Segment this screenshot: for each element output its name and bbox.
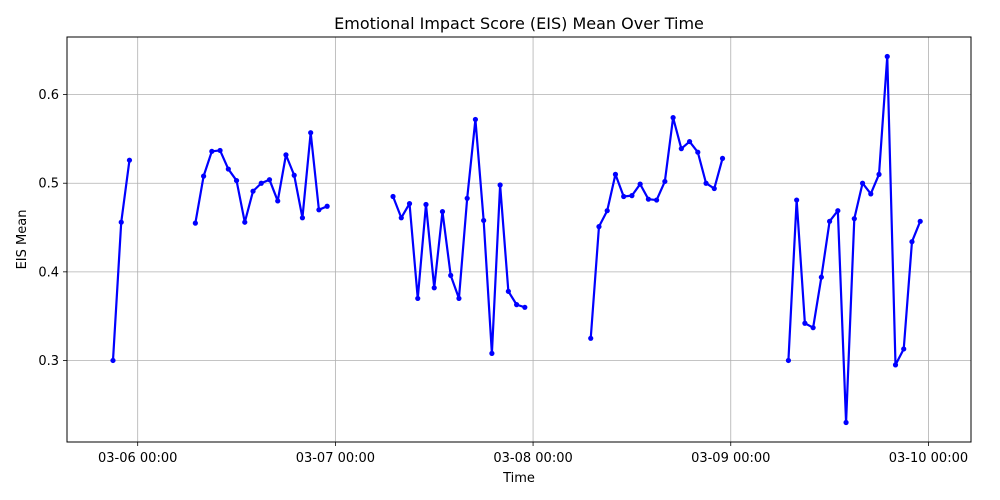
data-point — [843, 419, 849, 426]
series-markers — [110, 53, 923, 426]
data-point — [686, 138, 693, 145]
data-point — [596, 224, 602, 230]
data-point — [250, 188, 256, 194]
data-point — [456, 295, 462, 302]
data-point — [233, 177, 240, 184]
y-tick-label: 0.3 — [38, 354, 59, 369]
data-point — [110, 357, 116, 364]
x-tick-label: 03-06 00:00 — [98, 451, 177, 466]
data-point — [266, 177, 273, 183]
data-point — [522, 304, 528, 310]
data-point — [662, 178, 668, 185]
series-line-segment — [111, 160, 131, 361]
x-axis-label: Time — [502, 471, 535, 486]
x-tick-label: 03-10 00:00 — [889, 451, 968, 466]
data-point — [637, 181, 643, 187]
x-tick-label: 03-07 00:00 — [296, 451, 375, 466]
data-point — [785, 357, 792, 364]
data-point — [612, 171, 619, 177]
data-point — [835, 208, 841, 214]
data-point — [670, 115, 676, 121]
series-line-segment — [194, 131, 328, 224]
data-point — [818, 274, 824, 280]
chart-title: Emotional Impact Score (EIS) Mean Over T… — [334, 14, 704, 33]
data-point — [629, 193, 635, 199]
x-tick-label: 03-09 00:00 — [691, 451, 770, 466]
data-point — [645, 196, 651, 202]
series-lines — [111, 55, 922, 424]
series-line-segment — [787, 55, 922, 424]
data-point — [621, 193, 627, 200]
data-point — [892, 362, 899, 368]
y-tick-label: 0.4 — [38, 265, 59, 280]
data-point — [497, 182, 503, 188]
data-point — [225, 166, 231, 172]
grid — [67, 37, 971, 442]
data-point — [851, 216, 857, 222]
data-point — [678, 146, 684, 152]
data-point — [201, 173, 207, 179]
data-point — [719, 155, 726, 162]
data-point — [703, 180, 709, 186]
data-point — [464, 195, 470, 201]
data-point — [258, 180, 264, 186]
data-point — [505, 288, 511, 294]
data-point — [192, 220, 198, 226]
data-point — [431, 285, 437, 291]
data-point — [588, 335, 594, 341]
data-point — [209, 148, 215, 154]
data-point — [406, 201, 413, 207]
data-point — [398, 215, 404, 221]
data-point — [481, 217, 487, 224]
data-point — [126, 157, 133, 163]
data-point — [118, 219, 124, 225]
data-point — [794, 197, 800, 203]
y-axis-label: EIS Mean — [15, 210, 30, 270]
data-point — [604, 208, 610, 214]
plot-frame — [66, 36, 972, 443]
data-point — [275, 198, 281, 204]
data-point — [514, 302, 520, 308]
data-point — [448, 272, 454, 278]
data-point — [901, 346, 907, 352]
data-point — [884, 53, 890, 60]
data-point — [291, 172, 297, 178]
data-point — [423, 201, 429, 208]
data-point — [390, 193, 396, 200]
y-tick-label: 0.6 — [38, 88, 59, 103]
series-line-segment — [589, 116, 724, 339]
data-point — [217, 147, 223, 154]
data-point — [909, 239, 915, 245]
axis-ticks: 03-06 00:00 03-07 00:00 03-08 00:00 03-09 0… — [38, 88, 968, 466]
data-point — [242, 219, 248, 225]
data-point — [827, 218, 833, 224]
data-point — [695, 149, 701, 155]
series-line-segment — [392, 118, 526, 355]
data-point — [308, 130, 314, 136]
data-point — [711, 185, 717, 192]
data-point — [283, 152, 289, 158]
data-point — [868, 191, 874, 197]
y-tick-label: 0.5 — [38, 177, 59, 192]
data-point — [810, 325, 816, 331]
data-point — [654, 197, 660, 203]
data-point — [472, 116, 479, 123]
data-point — [439, 208, 446, 215]
data-point — [859, 180, 866, 186]
data-point — [876, 171, 882, 177]
data-point — [917, 218, 923, 224]
data-point — [802, 320, 808, 326]
x-tick-label: 03-08 00:00 — [493, 451, 572, 466]
data-point — [316, 207, 322, 213]
data-point — [415, 295, 421, 302]
data-point — [489, 350, 495, 356]
data-point — [299, 215, 306, 221]
data-point — [324, 203, 330, 209]
